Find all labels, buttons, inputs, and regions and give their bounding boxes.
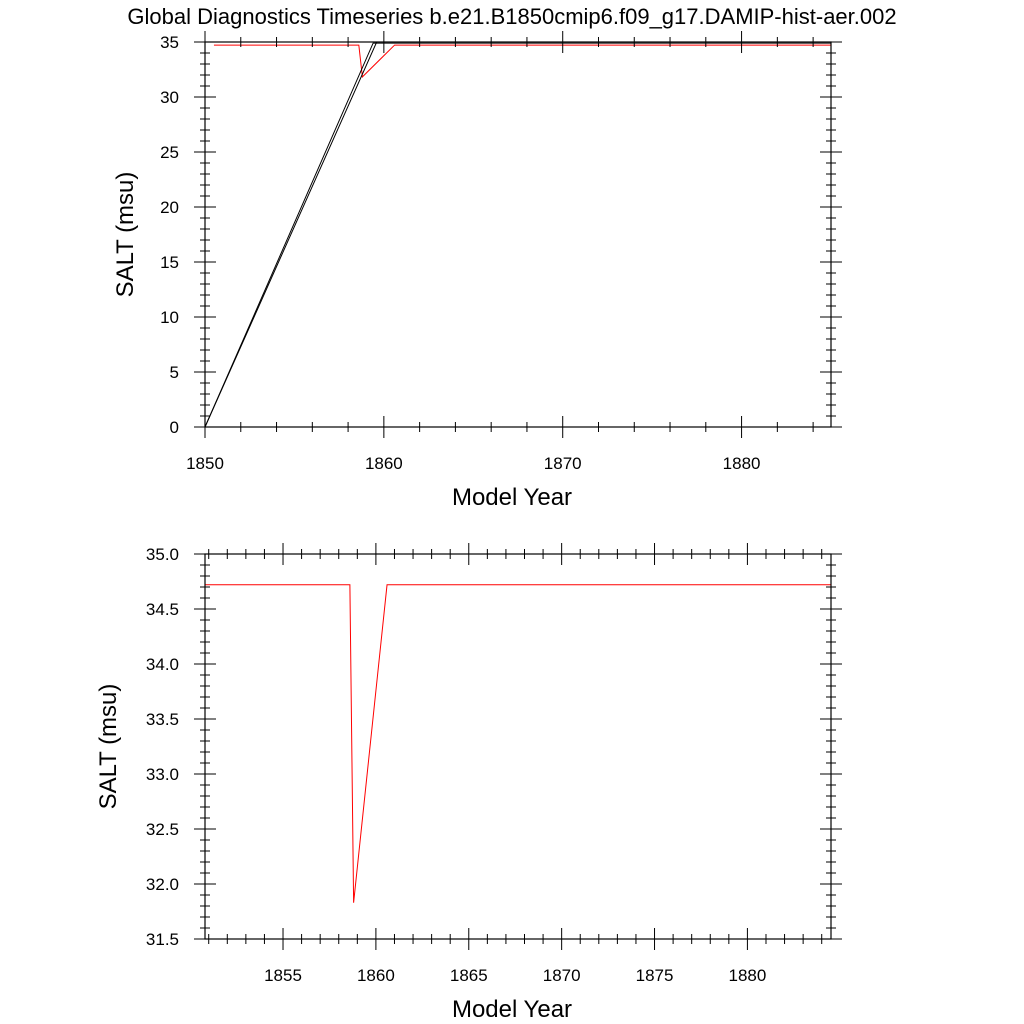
top-y-tick-label: 0: [170, 418, 179, 437]
bottom-y-tick-label: 34.5: [146, 600, 179, 619]
top-y-tick-label: 15: [160, 253, 179, 272]
top-x-tick-label: 1880: [723, 454, 761, 473]
top-plot-frame: [204, 41, 832, 428]
top-x-tick-label: 1850: [186, 454, 224, 473]
top-x-tick-label: 1870: [544, 454, 582, 473]
bottom-y-tick-label: 35.0: [146, 545, 179, 564]
bottom-y-tick-label: 32.5: [146, 820, 179, 839]
top-series-line-0: [213, 44, 831, 78]
top-series-line-1: [204, 42, 831, 428]
top-y-tick-label: 10: [160, 308, 179, 327]
bottom-y-axis-title: SALT (msu): [95, 684, 122, 810]
top-y-tick-label: 35: [160, 33, 179, 52]
bottom-plot-frame: [204, 553, 832, 940]
bottom-x-tick-label: 1880: [728, 966, 766, 985]
top-panel: 1850 1860 1870 1880 0 5 10 15 20 25 30 35 Model Year…: [112, 31, 842, 511]
top-y-tick-label: 30: [160, 88, 179, 107]
bottom-x-tick-label: 1855: [264, 966, 302, 985]
top-y-tick-label: 25: [160, 143, 179, 162]
top-y-axis-title: SALT (msu): [112, 172, 139, 298]
figure-title: Global Diagnostics Timeseries b.e21.B185…: [127, 4, 896, 29]
bottom-series-line-0: [205, 584, 831, 903]
bottom-y-tick-label: 31.5: [146, 930, 179, 949]
bottom-y-tick-label: 34.0: [146, 655, 179, 674]
top-x-axis-title: Model Year: [452, 484, 572, 511]
bottom-x-tick-label: 1870: [543, 966, 581, 985]
bottom-y-tick-label: 32.0: [146, 875, 179, 894]
bottom-panel: 1855 1860 1865 1870 1875 1880 31.5 32.0 32.5 33.0…: [95, 543, 842, 1023]
top-y-tick-label: 5: [170, 363, 179, 382]
bottom-y-tick-label: 33.0: [146, 765, 179, 784]
bottom-y-tick-label: 33.5: [146, 710, 179, 729]
top-x-tick-label: 1860: [365, 454, 403, 473]
top-y-tick-label: 20: [160, 198, 179, 217]
bottom-x-tick-label: 1860: [357, 966, 395, 985]
bottom-x-axis-title: Model Year: [452, 996, 572, 1023]
bottom-x-tick-label: 1865: [450, 966, 488, 985]
bottom-x-tick-label: 1875: [636, 966, 674, 985]
